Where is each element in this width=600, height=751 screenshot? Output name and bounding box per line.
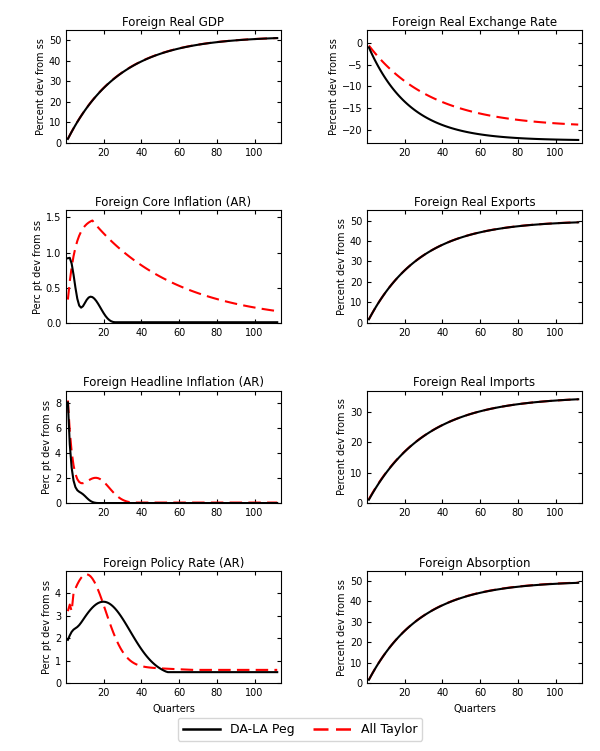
Title: Foreign Real Exchange Rate: Foreign Real Exchange Rate — [392, 16, 557, 29]
Y-axis label: Perc pt dev from ss: Perc pt dev from ss — [42, 580, 52, 674]
Title: Foreign Policy Rate (AR): Foreign Policy Rate (AR) — [103, 556, 244, 569]
Y-axis label: Percent dev from ss: Percent dev from ss — [337, 219, 347, 315]
Y-axis label: Percent dev from ss: Percent dev from ss — [329, 38, 339, 134]
Title: Foreign Real Imports: Foreign Real Imports — [413, 376, 536, 389]
Y-axis label: Percent dev from ss: Percent dev from ss — [337, 399, 347, 495]
Legend: DA-LA Peg, All Taylor: DA-LA Peg, All Taylor — [178, 718, 422, 741]
X-axis label: Quarters: Quarters — [453, 704, 496, 714]
Y-axis label: Percent dev from ss: Percent dev from ss — [337, 579, 347, 675]
Y-axis label: Percent dev from ss: Percent dev from ss — [36, 38, 46, 134]
X-axis label: Quarters: Quarters — [152, 704, 195, 714]
Title: Foreign Real Exports: Foreign Real Exports — [413, 196, 535, 209]
Title: Foreign Absorption: Foreign Absorption — [419, 556, 530, 569]
Title: Foreign Core Inflation (AR): Foreign Core Inflation (AR) — [95, 196, 251, 209]
Title: Foreign Real GDP: Foreign Real GDP — [122, 16, 224, 29]
Y-axis label: Perc pt dev from ss: Perc pt dev from ss — [33, 219, 43, 314]
Y-axis label: Perc pt dev from ss: Perc pt dev from ss — [42, 400, 52, 494]
Title: Foreign Headline Inflation (AR): Foreign Headline Inflation (AR) — [83, 376, 264, 389]
